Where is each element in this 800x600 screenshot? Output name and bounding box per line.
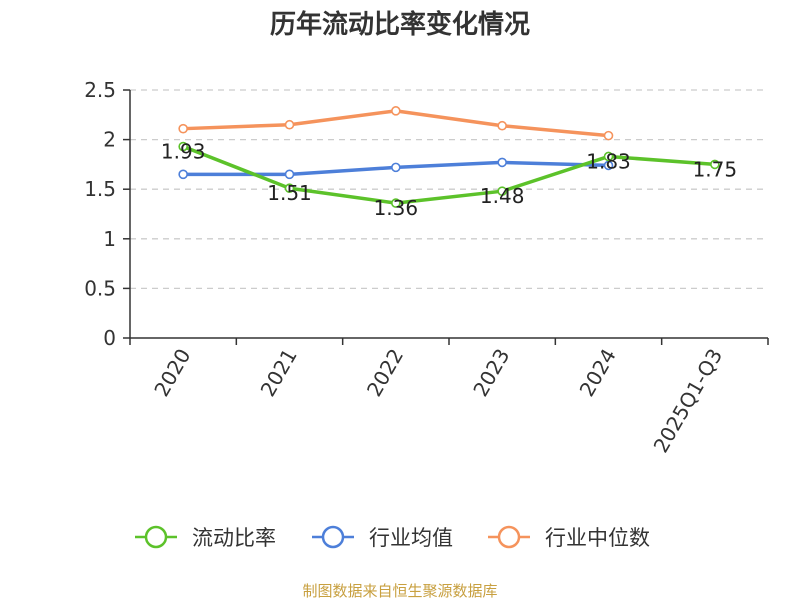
legend-label: 流动比率	[192, 526, 276, 550]
source-note: 制图数据来自恒生聚源数据库	[302, 582, 497, 600]
legend: 流动比率 行业均值 行业中位数	[135, 525, 650, 550]
data-point	[284, 183, 295, 194]
data-label: 1.83	[586, 149, 631, 173]
data-point	[497, 186, 507, 196]
data-point	[710, 159, 720, 170]
data-point	[497, 157, 507, 168]
data-label: 1.51	[267, 181, 312, 205]
data-point	[284, 169, 295, 180]
data-point	[391, 198, 401, 208]
data-point	[603, 160, 614, 171]
legend-marker	[144, 525, 168, 549]
data-point	[497, 120, 507, 131]
data-point	[178, 169, 188, 180]
data-point	[603, 130, 614, 141]
data-point	[178, 123, 188, 134]
x-tick-label: 2022	[362, 345, 408, 401]
x-tick-label: 2025Q1-Q3	[648, 345, 727, 457]
legend-label: 行业中位数	[545, 526, 650, 550]
legend-marker	[321, 525, 345, 549]
legend-marker	[497, 525, 521, 549]
y-tick-label: 0	[103, 326, 116, 350]
axes: 0 0.5 1 1.5 2 2.5 2020 2021 2022 2023 2024 2025Q1-Q…	[84, 78, 769, 457]
y-tick-label: 0.5	[84, 276, 116, 300]
data-point	[603, 151, 614, 162]
data-label: 1.36	[374, 196, 419, 220]
data-label: 1.75	[693, 157, 738, 181]
data-label: 1.48	[480, 184, 525, 208]
x-tick-label: 2020	[149, 345, 195, 401]
data-point	[178, 141, 188, 152]
y-tick-label: 1.5	[84, 177, 116, 201]
x-tick-label: 2024	[575, 345, 621, 401]
legend-label: 行业均值	[369, 526, 453, 550]
chart-title: 历年流动比率变化情况	[270, 9, 530, 40]
x-tick-label: 2023	[468, 344, 514, 400]
grid-lines	[130, 89, 768, 290]
data-labels: 1.93 1.51 1.36 1.48 1.83 1.75	[161, 140, 737, 221]
data-point	[391, 162, 401, 173]
y-tick-label: 2.5	[84, 78, 116, 102]
data-point	[391, 106, 401, 116]
data-label: 1.93	[161, 140, 206, 164]
data-point	[284, 119, 295, 130]
y-tick-label: 2	[103, 128, 116, 152]
series-line	[182, 144, 715, 205]
y-tick-label: 1	[103, 227, 116, 251]
x-tick-label: 2021	[256, 345, 302, 401]
series-group	[178, 106, 720, 208]
